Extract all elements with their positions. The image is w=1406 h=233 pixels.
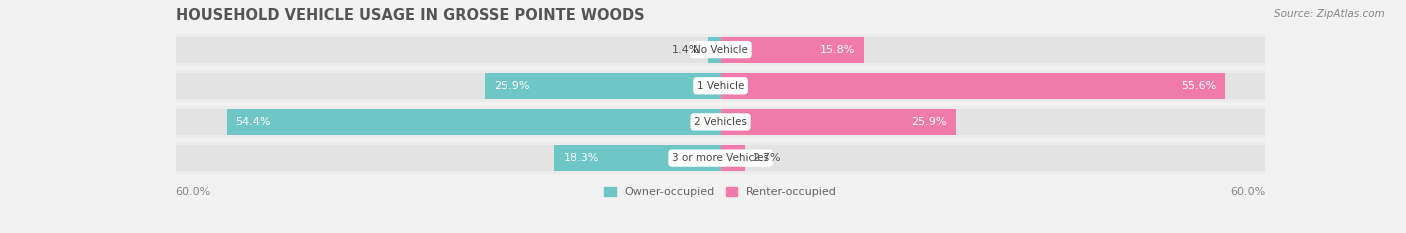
Text: No Vehicle: No Vehicle (693, 45, 748, 55)
Bar (176, 142, 721, 174)
Text: 3 or more Vehicles: 3 or more Vehicles (672, 153, 769, 163)
Text: 18.3%: 18.3% (564, 153, 599, 163)
Text: 2.7%: 2.7% (752, 153, 780, 163)
Bar (721, 106, 1265, 138)
Bar (721, 37, 1265, 63)
Bar (707, 37, 721, 63)
Bar (176, 34, 721, 65)
Legend: Owner-occupied, Renter-occupied: Owner-occupied, Renter-occupied (605, 187, 837, 197)
Bar (721, 145, 1265, 171)
Text: 54.4%: 54.4% (236, 117, 271, 127)
Bar (721, 73, 1226, 99)
Bar (485, 73, 721, 99)
Bar (554, 145, 721, 171)
Text: 15.8%: 15.8% (820, 45, 855, 55)
Bar (176, 145, 721, 171)
Bar (721, 37, 865, 63)
Text: Source: ZipAtlas.com: Source: ZipAtlas.com (1274, 9, 1385, 19)
Text: 2 Vehicles: 2 Vehicles (695, 117, 747, 127)
Text: 25.9%: 25.9% (911, 117, 946, 127)
Text: HOUSEHOLD VEHICLE USAGE IN GROSSE POINTE WOODS: HOUSEHOLD VEHICLE USAGE IN GROSSE POINTE… (176, 8, 644, 23)
Bar (721, 70, 1265, 102)
Bar (721, 142, 1265, 174)
Text: 1.4%: 1.4% (672, 45, 700, 55)
Bar (176, 73, 721, 99)
Text: 60.0%: 60.0% (1230, 188, 1265, 198)
Bar (721, 34, 1265, 65)
Bar (176, 37, 721, 63)
Bar (721, 109, 1265, 135)
Bar (721, 145, 745, 171)
Text: 25.9%: 25.9% (495, 81, 530, 91)
Bar (721, 73, 1265, 99)
Text: 1 Vehicle: 1 Vehicle (697, 81, 744, 91)
Bar (176, 109, 721, 135)
Bar (176, 70, 721, 102)
Bar (226, 109, 721, 135)
Bar (176, 106, 721, 138)
Text: 55.6%: 55.6% (1181, 81, 1216, 91)
Text: 60.0%: 60.0% (176, 188, 211, 198)
Bar (721, 109, 956, 135)
